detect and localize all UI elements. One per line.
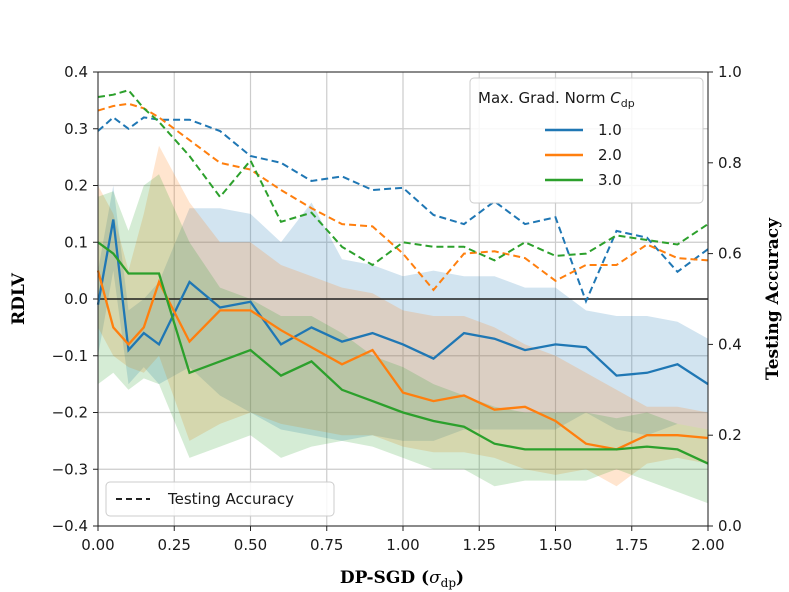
x-ticks: 0.00 0.25 0.50 0.75 1.00 1.25 1.50 1.75 2.00 [81, 526, 725, 554]
legend-title: Max. Grad. Norm Cdp [478, 89, 635, 110]
legend2-label: Testing Accuracy [167, 490, 294, 508]
x-tick-label: 0.25 [158, 536, 191, 554]
x-tick-label: 1.25 [463, 536, 496, 554]
y2-tick-label: 0.2 [718, 426, 742, 444]
y-tick-label: −0.1 [52, 347, 88, 365]
rdlv-line-3.0 [97, 241, 709, 465]
legend-label-1.0: 1.0 [598, 121, 622, 139]
y-tick-label: 0.0 [64, 290, 88, 308]
rdlv-line-2.0 [96, 270, 709, 451]
x-tick-label: 0.75 [310, 536, 343, 554]
accuracy-line-1.0 [97, 116, 709, 305]
x-tick-label: 0.00 [81, 536, 114, 554]
band-1.0 [98, 185, 708, 441]
y-tick-label: 0.3 [64, 120, 88, 138]
legend-max-grad-norm: Max. Grad. Norm Cdp 1.0 2.0 3.0 [469, 77, 704, 204]
legend2-box [105, 481, 335, 517]
y2-tick-label: 0.6 [718, 245, 742, 263]
legend-label-2.0: 2.0 [598, 146, 622, 164]
y2-tick-label: 0.8 [718, 154, 742, 172]
accuracy-line-2.0 [97, 102, 709, 292]
y2-axis-label: Testing Accuracy [763, 217, 783, 380]
y2-tick-label: 1.0 [718, 63, 742, 81]
y-tick-label: 0.4 [64, 63, 88, 81]
x-tick-label: 1.75 [615, 536, 648, 554]
y-tick-label: 0.2 [64, 177, 88, 195]
x-axis-label: DP-SGD (σdp) [340, 568, 464, 590]
y-tick-label: −0.2 [52, 404, 88, 422]
y2-tick-label: 0.4 [718, 335, 742, 353]
legend-box [469, 77, 704, 204]
y2-tick-label: 0.0 [718, 517, 742, 535]
y-tick-label: −0.3 [52, 460, 88, 478]
series-lines [96, 89, 709, 465]
x-tick-label: 1.50 [539, 536, 572, 554]
accuracy-line-3.0 [97, 89, 709, 267]
x-tick-label: 2.00 [691, 536, 724, 554]
x-tick-label: 0.50 [234, 536, 267, 554]
y-axis-label: RDLV [9, 272, 29, 325]
rdlv-line-1.0 [96, 219, 709, 386]
y2-ticks: 0.0 0.2 0.4 0.6 0.8 1.0 [708, 63, 742, 535]
x-tick-label: 1.00 [386, 536, 419, 554]
legend-testing-accuracy: Testing Accuracy [105, 481, 335, 517]
legend-label-3.0: 3.0 [598, 171, 622, 189]
y-tick-label: −0.4 [52, 517, 88, 535]
y-ticks: −0.4 −0.3 −0.2 −0.1 0.0 0.1 0.2 0.3 0.4 [52, 63, 98, 535]
band-2.0 [98, 145, 708, 487]
y-tick-label: 0.1 [64, 233, 88, 251]
